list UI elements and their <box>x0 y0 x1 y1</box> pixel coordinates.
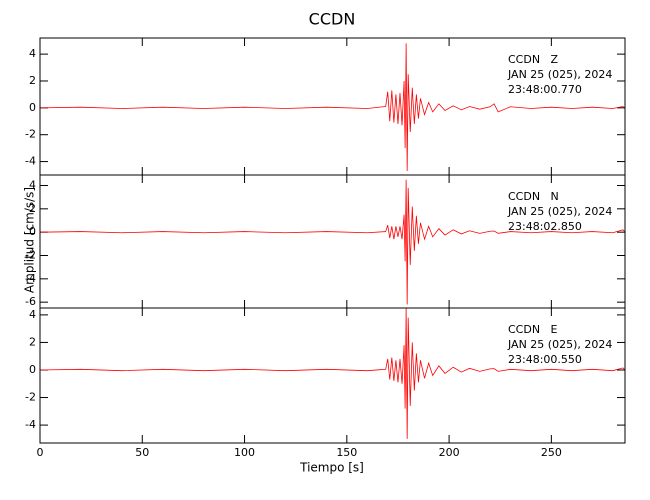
y-tick-label: 4 <box>29 308 36 321</box>
y-tick-label: 2 <box>29 335 36 348</box>
annotation: CCDN N <box>508 190 559 203</box>
x-axis-label: Tiempo [s] <box>299 461 364 475</box>
annotation: 23:48:02.850 <box>508 220 582 233</box>
annotation: 23:48:00.770 <box>508 83 582 96</box>
x-tick-label: 50 <box>135 446 149 459</box>
chart-title: CCDN <box>309 10 356 29</box>
y-tick-label: -4 <box>25 155 36 168</box>
trace <box>39 307 626 439</box>
y-tick-label: 2 <box>29 202 36 215</box>
annotation: JAN 25 (025), 2024 <box>507 205 612 218</box>
x-tick-label: 200 <box>439 446 460 459</box>
annotation: CCDN E <box>508 323 558 336</box>
y-tick-label: -2 <box>25 249 36 262</box>
y-tick-label: 0 <box>29 101 36 114</box>
annotation: JAN 25 (025), 2024 <box>507 68 612 81</box>
y-tick-label: -6 <box>25 295 36 308</box>
x-tick-label: 0 <box>37 446 44 459</box>
y-tick-label: 0 <box>29 363 36 376</box>
trace <box>39 43 626 171</box>
y-axis-label: Amplitud [cm/s/s] <box>23 187 37 293</box>
annotation: 23:48:00.550 <box>508 353 582 366</box>
y-tick-label: -4 <box>25 272 36 285</box>
x-tick-label: 250 <box>541 446 562 459</box>
annotation: CCDN Z <box>508 53 559 66</box>
x-tick-label: 100 <box>234 446 255 459</box>
y-tick-label: 0 <box>29 225 36 238</box>
y-tick-label: -4 <box>25 418 36 431</box>
panel-frame <box>39 307 626 444</box>
annotation: JAN 25 (025), 2024 <box>507 338 612 351</box>
x-tick-label: 150 <box>336 446 357 459</box>
y-tick-label: 4 <box>29 179 36 192</box>
y-tick-label: -2 <box>25 128 36 141</box>
y-tick-label: 2 <box>29 74 36 87</box>
trace <box>39 179 626 305</box>
y-tick-label: -2 <box>25 391 36 404</box>
y-tick-label: 4 <box>29 47 36 60</box>
